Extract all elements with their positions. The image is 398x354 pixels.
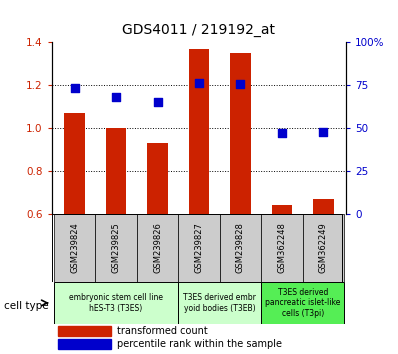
Text: GDS4011 / 219192_at: GDS4011 / 219192_at — [123, 23, 275, 37]
Bar — [64, 113, 85, 213]
Bar — [95, 213, 137, 282]
Bar — [230, 53, 251, 213]
Bar — [54, 213, 95, 282]
Point — [154, 99, 161, 105]
Text: transformed count: transformed count — [117, 326, 207, 336]
Bar — [58, 326, 111, 336]
Text: embryonic stem cell line
hES-T3 (T3ES): embryonic stem cell line hES-T3 (T3ES) — [69, 293, 163, 313]
Text: T3ES derived
pancreatic islet-like
cells (T3pi): T3ES derived pancreatic islet-like cells… — [265, 288, 340, 318]
Bar — [147, 143, 168, 213]
Bar — [261, 213, 303, 282]
Bar — [178, 282, 261, 324]
Bar — [261, 282, 344, 324]
Bar — [271, 205, 293, 213]
Point — [196, 80, 202, 86]
Text: GSM239826: GSM239826 — [153, 222, 162, 273]
Point — [113, 95, 119, 100]
Bar — [137, 213, 178, 282]
Point — [237, 81, 244, 86]
Bar — [58, 339, 111, 349]
Bar — [313, 199, 334, 213]
Text: GSM239827: GSM239827 — [195, 222, 203, 273]
Text: T3ES derived embr
yoid bodies (T3EB): T3ES derived embr yoid bodies (T3EB) — [183, 293, 256, 313]
Text: cell type: cell type — [4, 301, 49, 311]
Text: GSM239825: GSM239825 — [111, 222, 121, 273]
Text: GSM362249: GSM362249 — [319, 222, 328, 273]
Bar — [303, 213, 344, 282]
Point — [320, 130, 327, 135]
Point — [71, 85, 78, 91]
Point — [279, 130, 285, 136]
Bar — [178, 213, 220, 282]
Bar — [189, 49, 209, 213]
Text: GSM239828: GSM239828 — [236, 222, 245, 273]
Text: GSM362248: GSM362248 — [277, 222, 287, 273]
Text: percentile rank within the sample: percentile rank within the sample — [117, 339, 281, 349]
Bar — [105, 128, 127, 213]
Bar — [54, 282, 178, 324]
Bar — [220, 213, 261, 282]
Text: GSM239824: GSM239824 — [70, 222, 79, 273]
